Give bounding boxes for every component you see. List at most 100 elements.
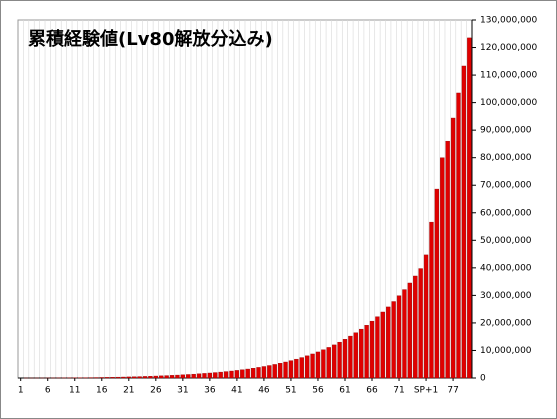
y-tick-label: 30,000,000 [480,291,532,301]
bar [467,37,472,379]
bar [105,377,110,379]
bar [337,341,342,379]
x-tick-label: 41 [231,386,242,396]
bar [418,268,423,379]
bar [126,376,131,379]
y-tick-label: 120,000,000 [480,43,538,53]
bar [450,117,456,379]
bar [456,92,461,379]
bar [121,376,126,379]
bar [229,370,234,379]
bar [207,372,213,379]
x-tick-label: 26 [150,386,162,396]
bar [272,364,277,379]
bar [288,360,294,379]
x-tick-label: 21 [123,386,134,396]
bar [153,375,158,379]
y-tick-label: 100,000,000 [480,98,538,108]
bar [132,376,137,379]
bar [256,367,261,379]
bar [223,371,229,379]
x-tick-label: 11 [69,386,80,396]
bar [445,140,450,379]
bar [305,355,310,379]
bar [180,374,185,379]
bar [164,375,169,379]
bar [440,157,445,379]
bar [148,376,153,379]
bar [353,332,358,379]
bar [110,377,115,379]
y-tick-label: 10,000,000 [480,346,532,356]
bar [245,368,250,379]
bar [250,368,256,379]
bar [196,373,202,379]
bar [191,373,196,379]
bar [213,372,218,379]
x-tick-label: 36 [204,386,216,396]
y-tick-label: 110,000,000 [480,71,538,81]
bar [396,295,402,379]
x-tick-label: SP+1 [414,386,438,396]
bar [142,376,148,379]
bar [299,357,304,379]
bar [321,349,326,379]
y-tick-label: 20,000,000 [480,318,532,328]
bar [261,366,267,379]
y-tick-label: 0 [480,374,486,384]
bar [342,339,348,379]
x-tick-label: 6 [45,386,51,396]
bar [99,377,104,379]
bar [413,275,418,379]
x-tick-label: 1 [18,386,24,396]
bar [267,365,272,379]
bar [186,374,191,379]
bar [369,320,375,379]
bar [364,325,369,379]
bar [461,65,467,379]
bar [315,351,321,379]
bar [380,311,385,379]
y-tick-label: 60,000,000 [480,208,532,218]
x-tick-label: 61 [339,386,350,396]
y-tick-label: 70,000,000 [480,181,532,191]
x-tick-label: 66 [366,386,378,396]
bar [283,361,288,379]
bar [326,347,331,379]
bar [234,370,240,379]
bar [434,188,440,379]
bar [348,335,353,379]
x-tick-label: 51 [285,386,296,396]
bar [137,376,142,379]
bar [402,289,407,379]
bar [175,374,180,379]
bar [386,306,391,379]
bar [423,254,429,379]
bar [429,221,434,379]
bar [277,363,283,379]
bar [294,358,299,379]
x-tick-label: 31 [177,386,188,396]
bar [310,353,315,379]
bar [359,328,364,379]
bar [115,376,121,379]
x-tick-label: 71 [393,386,404,396]
chart-title: 累積経験値(Lv80解放分込み) [28,28,273,50]
bar [159,375,164,379]
y-tick-label: 40,000,000 [480,263,532,273]
bar [202,373,207,379]
x-tick-label: 16 [96,386,108,396]
bar [332,344,337,379]
x-tick-label: 56 [312,386,324,396]
x-tick-label: 46 [258,386,270,396]
y-tick-label: 90,000,000 [480,126,532,136]
bar [407,282,412,379]
x-tick-label: 77 [447,386,458,396]
bar [218,371,223,379]
bar [169,375,175,379]
bar [375,316,380,379]
y-tick-label: 80,000,000 [480,153,532,163]
y-tick-label: 130,000,000 [480,16,538,26]
bar [391,301,396,379]
